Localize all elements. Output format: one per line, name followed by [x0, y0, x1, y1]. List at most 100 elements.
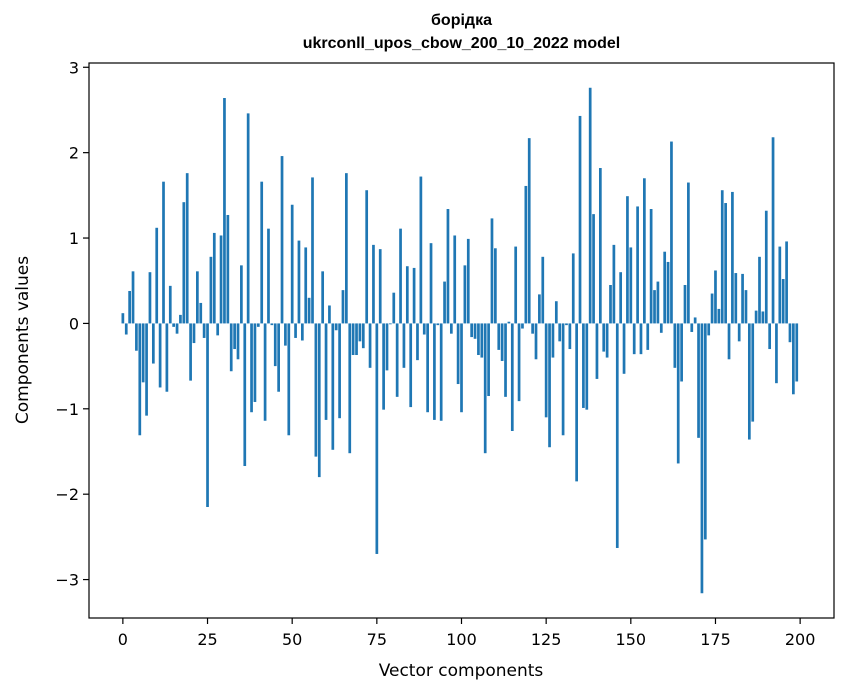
- bar-42: [263, 323, 267, 421]
- bar-182: [737, 323, 741, 342]
- bar-59: [321, 271, 325, 324]
- bar-92: [433, 323, 436, 420]
- bar-48: [284, 323, 287, 346]
- bar-112: [500, 323, 504, 361]
- bar-181: [734, 273, 738, 324]
- bar-80: [392, 292, 396, 324]
- bar-151: [632, 323, 636, 355]
- x-tick-label-6: 150: [616, 630, 647, 649]
- bar-86: [412, 267, 416, 324]
- bar-122: [534, 323, 538, 360]
- bar-88: [419, 176, 423, 324]
- bar-168: [690, 323, 694, 332]
- bar-106: [480, 323, 484, 358]
- bar-39: [253, 323, 257, 402]
- bar-108: [487, 323, 490, 396]
- bar-7: [145, 323, 148, 416]
- bar-66: [345, 173, 348, 324]
- bar-198: [792, 323, 795, 395]
- bar-16: [175, 323, 179, 334]
- bar-28: [216, 323, 220, 336]
- bar-47: [280, 156, 284, 324]
- bar-11: [158, 323, 162, 388]
- y-tick-label-5: 2: [69, 144, 79, 163]
- bar-35: [240, 265, 243, 324]
- bar-166: [683, 285, 687, 324]
- bar-164: [676, 323, 680, 464]
- bar-117: [517, 323, 521, 402]
- bar-41: [260, 181, 264, 324]
- bar-0: [121, 313, 125, 324]
- bar-171: [700, 323, 704, 594]
- bar-27: [212, 232, 216, 324]
- bar-114: [507, 321, 511, 324]
- bar-79: [389, 323, 392, 325]
- bar-196: [785, 241, 788, 324]
- bar-177: [720, 190, 724, 324]
- bar-189: [761, 311, 765, 324]
- x-tick-label-8: 200: [785, 630, 816, 649]
- bar-178: [724, 203, 727, 324]
- bar-188: [758, 256, 761, 324]
- bar-124: [541, 256, 545, 324]
- bar-140: [595, 323, 599, 379]
- bar-159: [659, 323, 663, 333]
- bar-176: [717, 308, 721, 324]
- bar-93: [436, 323, 440, 326]
- bar-172: [703, 323, 707, 540]
- bar-139: [592, 214, 595, 324]
- bar-55: [307, 297, 311, 324]
- bar-191: [768, 323, 772, 350]
- bar-161: [666, 261, 670, 324]
- bar-98: [453, 235, 457, 324]
- bar-165: [680, 323, 683, 382]
- bar-97: [449, 323, 453, 334]
- bar-173: [707, 323, 711, 336]
- y-tick-label-4: 1: [69, 229, 79, 248]
- bar-183: [741, 273, 744, 324]
- y-tick-label-6: 3: [69, 58, 79, 77]
- bar-186: [751, 323, 755, 422]
- bar-58: [317, 323, 321, 478]
- bar-135: [578, 115, 582, 324]
- bar-34: [236, 323, 240, 360]
- bar-84: [405, 266, 409, 324]
- bar-10: [155, 227, 159, 324]
- x-axis: 0 25 50 75 100 125 150 175 200: [118, 618, 816, 649]
- bar-146: [615, 323, 619, 548]
- bar-125: [544, 323, 548, 418]
- bar-150: [629, 247, 633, 324]
- bar-17: [179, 314, 182, 324]
- bar-15: [172, 323, 176, 327]
- x-tick-label-7: 175: [700, 630, 731, 649]
- bar-119: [524, 185, 528, 324]
- bar-64: [338, 323, 341, 419]
- bar-20: [189, 323, 192, 381]
- bar-90: [426, 323, 429, 413]
- bar-96: [446, 209, 450, 324]
- bar-111: [497, 323, 501, 350]
- bar-49: [287, 323, 291, 436]
- bar-102: [466, 238, 470, 324]
- bar-70: [358, 323, 362, 342]
- bar-133: [571, 253, 575, 324]
- bar-121: [531, 323, 534, 334]
- bar-101: [463, 265, 467, 324]
- bar-147: [619, 272, 623, 324]
- bar-81: [395, 323, 399, 397]
- bar-160: [663, 251, 667, 324]
- bar-99: [456, 323, 460, 385]
- bar-25: [206, 323, 209, 507]
- bar-141: [598, 168, 602, 324]
- bar-91: [429, 243, 433, 324]
- x-tick-label-0: 0: [118, 630, 128, 649]
- bar-45: [273, 323, 277, 367]
- bar-46: [277, 323, 280, 392]
- bar-154: [643, 178, 646, 324]
- bar-62: [331, 323, 335, 450]
- bar-131: [565, 323, 568, 326]
- bar-104: [473, 323, 477, 339]
- bar-103: [470, 323, 474, 338]
- bar-44: [270, 323, 274, 326]
